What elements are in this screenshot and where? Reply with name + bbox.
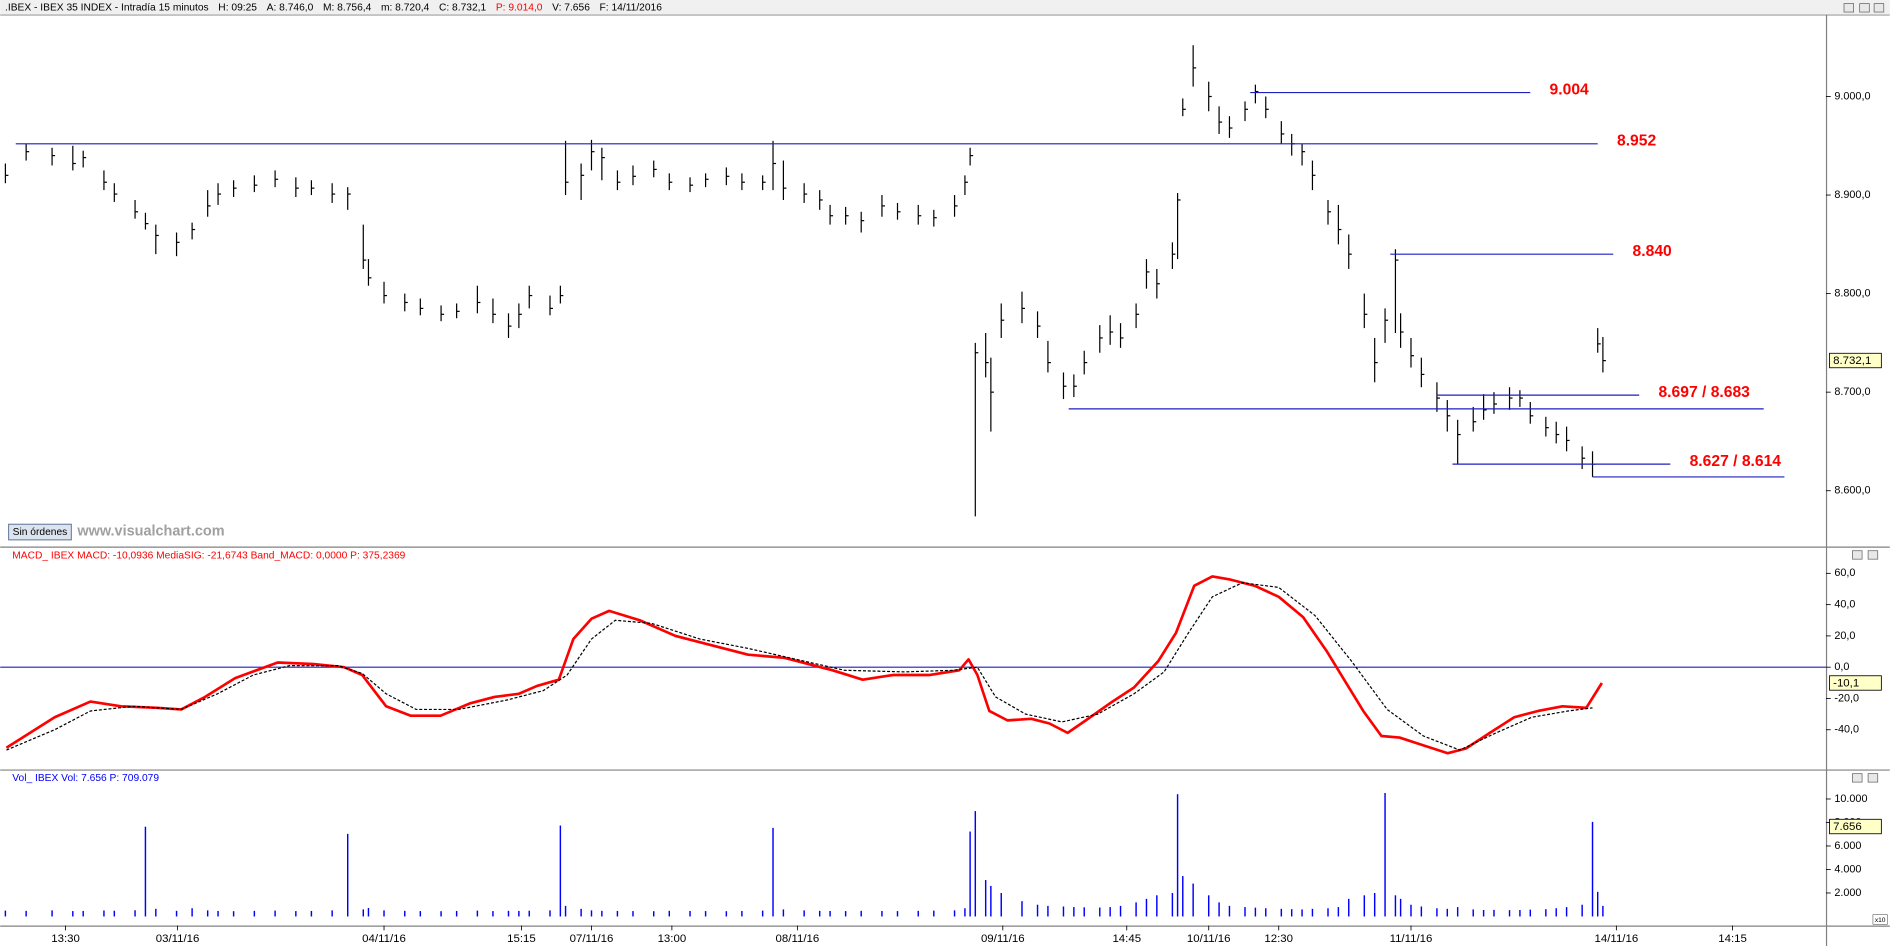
icon[interactable]: [1843, 3, 1855, 13]
x-tick-label: 09/11/16: [981, 933, 1025, 945]
scale-note: x10: [1875, 917, 1886, 924]
y-tick-label: 20,0: [1834, 630, 1855, 642]
last-value-label: -10,1: [1833, 678, 1859, 690]
y-tick-label: 8.800,0: [1834, 287, 1870, 299]
header-field: A: 8.746,0: [267, 3, 314, 14]
macd-line: [5, 575, 1603, 755]
button-frame[interactable]: [8, 523, 72, 541]
x-tick-label: 14/11/16: [1595, 933, 1639, 945]
scale-note-box: [1872, 914, 1888, 925]
last-value-box: [1829, 818, 1882, 835]
y-tick-label: 8.900,0: [1834, 189, 1870, 201]
watermark: www.visualchart.com: [76, 523, 224, 539]
level-label: 8.952: [1617, 133, 1656, 150]
x-tick-label: 07/11/16: [570, 933, 614, 945]
icon[interactable]: [1852, 550, 1863, 560]
icon[interactable]: [1867, 773, 1879, 783]
last-value-box: [1829, 352, 1882, 369]
legend: Vol_ IBEX Vol: 7.656 P: 709.079: [12, 773, 159, 784]
header-field: V: 7.656: [552, 3, 590, 14]
y-tick-label: 8.600,0: [1834, 485, 1870, 497]
level-label: 8.697 / 8.683: [1658, 384, 1750, 401]
panel: -40,0 -20,0 0,0 20,0 40,0 60,0 MACD_ IBEX MACD…: [0, 550, 1882, 755]
signal-line: [6, 582, 1593, 751]
header-field: C: 8.732,1: [439, 3, 487, 14]
header-field: M: 8.756,4: [323, 3, 372, 14]
icon[interactable]: [1852, 773, 1863, 783]
window-icons: [1843, 3, 1885, 783]
x-tick-label: 11/11/16: [1390, 933, 1433, 945]
panel: 8.600,0 8.700,0 8.800,0 8.900,0 9.000,0 9.004…: [4, 45, 1882, 517]
y-tick-label: 0,0: [1834, 661, 1849, 673]
level-label: 8.840: [1633, 243, 1672, 260]
level-label: 8.627 / 8.614: [1690, 453, 1782, 470]
order-button[interactable]: Sin órdenes: [8, 523, 72, 541]
icon[interactable]: [1867, 550, 1879, 560]
y-tick-label: 9.000,0: [1834, 90, 1870, 102]
x-tick-label: 12:30: [1264, 933, 1293, 945]
icon[interactable]: [1859, 3, 1870, 13]
y-tick-label: 40,0: [1834, 598, 1855, 610]
legend: MACD_ IBEX MACD: -10,0936 MediaSIG: -21,…: [12, 550, 405, 561]
icon[interactable]: [1873, 3, 1885, 13]
x-tick-label: 03/11/16: [156, 933, 200, 945]
header-field: m: 8.720,4: [381, 3, 430, 14]
header-field: P: 9.014,0: [496, 3, 543, 14]
header-bar: [0, 0, 1890, 15]
y-tick-label: 10.000: [1834, 793, 1867, 805]
y-tick-label: 60,0: [1834, 567, 1855, 579]
x-tick-label: 04/11/16: [362, 933, 406, 945]
header-field: H: 09:25: [218, 3, 257, 14]
y-tick-label: -20,0: [1834, 692, 1859, 704]
level-label: 9.004: [1550, 81, 1589, 98]
x-tick-label: 13:30: [51, 933, 80, 945]
y-tick-label: 2.000: [1834, 887, 1861, 899]
x-tick-label: 08/11/16: [776, 933, 820, 945]
y-tick-label: 6.000: [1834, 840, 1861, 852]
last-value-box: [1829, 675, 1882, 691]
y-tick-label: 4.000: [1834, 863, 1861, 875]
y-tick-label: -40,0: [1834, 724, 1859, 736]
x-tick-label: 14:45: [1112, 933, 1141, 945]
last-value-label: 7.656: [1833, 821, 1862, 833]
header-field: F: 14/11/2016: [600, 3, 663, 14]
header-title: .IBEX - IBEX 35 INDEX - Intradía 15 minu…: [5, 3, 209, 14]
x-tick-label: 13:00: [658, 933, 687, 945]
x-tick-label: 10/11/16: [1187, 933, 1231, 945]
x-tick-label: 15:15: [507, 933, 536, 945]
button-label[interactable]: Sin órdenes: [13, 527, 68, 538]
x-tick-label: 14:15: [1718, 933, 1747, 945]
y-tick-label: 8.700,0: [1834, 386, 1870, 398]
last-value-label: 8.732,1: [1833, 355, 1871, 367]
